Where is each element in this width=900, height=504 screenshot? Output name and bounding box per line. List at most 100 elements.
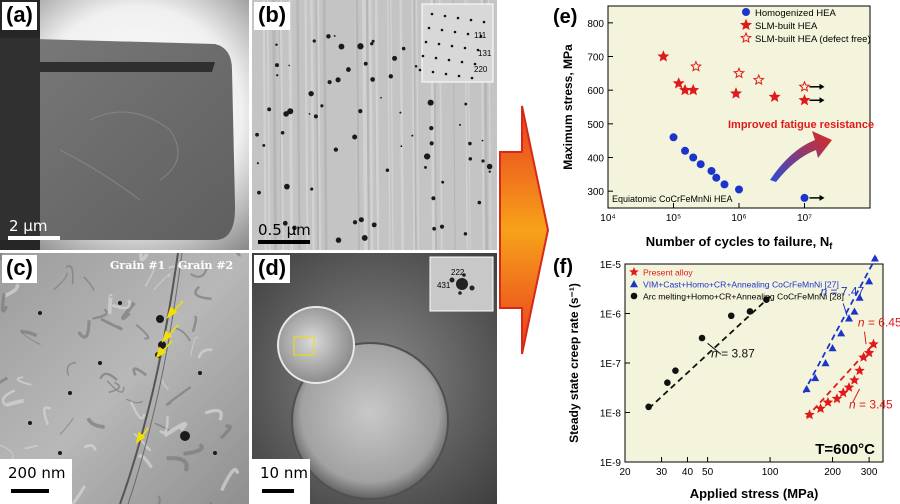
precipitate-dot — [429, 141, 434, 146]
panel-f-label: (f) — [553, 256, 573, 278]
y-tick-label-e: 400 — [587, 154, 604, 165]
y-tick-label-e: 700 — [587, 53, 604, 64]
precipitate-dot — [371, 39, 375, 43]
scale-bar-b — [258, 240, 310, 244]
scale-label-a: 2 μm — [9, 217, 48, 235]
leader-line — [842, 303, 848, 316]
x-axis-label-sub-e: f — [829, 241, 833, 251]
precipitate-dot — [255, 132, 259, 137]
data-point-slm — [672, 77, 685, 89]
diffraction-spot — [430, 12, 434, 16]
x-tick-label-f: 200 — [824, 467, 841, 478]
fit-label-value: = 6.45 — [865, 315, 900, 329]
precipitate-dot — [320, 104, 324, 108]
streak — [266, 0, 271, 250]
fit-label-value: = 3.45 — [856, 398, 893, 412]
precipitate-dot — [385, 168, 390, 172]
data-point-present — [822, 396, 834, 407]
data-point-homogenized — [735, 185, 743, 194]
legend-marker-f — [630, 280, 638, 288]
x-tick-label-f: 30 — [656, 467, 668, 478]
precipitate-dot — [282, 220, 288, 226]
legend-label-f: Arc melting+Homo+CR+Annealing CoCrFeMnNi… — [643, 292, 844, 302]
data-point-homogenized — [707, 166, 716, 175]
data-point-present — [858, 351, 869, 362]
legend-marker-e — [739, 18, 753, 31]
dislocation-texture — [197, 348, 213, 359]
data-point-homogenized — [712, 173, 721, 182]
data-point-homogenized — [720, 180, 729, 189]
data-point-arc — [672, 367, 679, 374]
dislocation-texture — [183, 443, 204, 456]
big-right-arrow — [499, 105, 550, 355]
fit-label: n = 7.47 — [821, 285, 865, 299]
precipitate-dot — [333, 34, 336, 37]
fit-label-value: = 7.47 — [827, 285, 864, 299]
y-tick-label-f: 1E-6 — [600, 310, 622, 321]
panel-c: (c) Grain #1 Grain #2 200 nm — [0, 253, 249, 504]
dislocation-texture — [126, 398, 144, 404]
legend-marker-f — [630, 292, 638, 300]
scale-label-d: 10 nm — [260, 464, 308, 482]
streak — [361, 0, 367, 250]
footnote-e: Equiatomic CoCrFeMnNi HEA — [612, 194, 733, 204]
streak — [315, 0, 320, 250]
dislocation-texture — [86, 417, 105, 429]
dislocation-texture — [129, 401, 146, 420]
fit-line-arc — [648, 295, 771, 410]
streak — [272, 0, 277, 250]
data-point-homogenized — [689, 153, 698, 162]
streak — [322, 0, 328, 250]
x-axis-label-f: Applied stress (MPa) — [690, 486, 819, 501]
diffraction-spot — [479, 34, 483, 38]
x-tick-label-f: 40 — [682, 467, 694, 478]
diffraction-spot — [457, 74, 461, 78]
precipitate-dot — [283, 111, 289, 117]
panel-a-label: (a) — [2, 2, 37, 30]
precipitate-dot — [98, 361, 102, 365]
precipitate-dot — [439, 224, 445, 229]
dislocation-texture — [66, 361, 77, 376]
data-point-slm — [729, 87, 743, 99]
y-tick-label-e: 500 — [587, 120, 604, 131]
dislocation-texture — [166, 456, 189, 472]
dislocation-texture — [77, 320, 91, 339]
precipitate-dot — [429, 125, 434, 131]
dislocation-texture — [163, 421, 188, 438]
grain2-label: Grain #2 — [178, 259, 234, 272]
data-point-homogenized — [681, 146, 690, 155]
legend-label-e: Homogenized HEA — [755, 8, 836, 19]
precipitate-dot — [118, 301, 122, 305]
saed-label-131: 131 — [478, 49, 492, 58]
data-point-present — [863, 347, 875, 358]
precipitate-dot — [427, 99, 434, 106]
dislocation-texture — [100, 317, 123, 331]
streak — [317, 0, 322, 250]
condition-label-f: T=600°C — [815, 441, 875, 458]
diffraction-spot — [456, 16, 460, 20]
dislocation-texture — [83, 444, 97, 451]
dislocation-texture — [92, 308, 109, 320]
data-point-slm-defect-free — [689, 60, 702, 72]
diffraction-spot — [470, 76, 474, 80]
precipitate-dot — [481, 159, 485, 163]
streak — [296, 0, 301, 250]
dislocation-texture — [235, 253, 242, 257]
precipitate-dot — [481, 139, 484, 142]
dislocation-texture — [135, 323, 150, 340]
streak — [355, 0, 360, 250]
dislocation-texture — [83, 276, 95, 291]
precipitate-dot — [287, 108, 294, 115]
diffraction-spot — [418, 68, 422, 72]
precipitate-dot — [262, 143, 266, 147]
precipitate-dot — [326, 34, 331, 39]
precipitate-dot — [28, 421, 32, 425]
precipitate-dot — [431, 196, 436, 201]
data-point-arc — [727, 312, 735, 320]
precipitate-dot — [363, 61, 368, 66]
precipitate-dot — [388, 74, 394, 79]
dislocation-texture — [137, 454, 153, 469]
legend-label-f: Present alloy — [643, 268, 693, 278]
x-tick-label-e: 10⁴ — [600, 213, 615, 224]
grain1-label: Grain #1 — [110, 259, 166, 272]
